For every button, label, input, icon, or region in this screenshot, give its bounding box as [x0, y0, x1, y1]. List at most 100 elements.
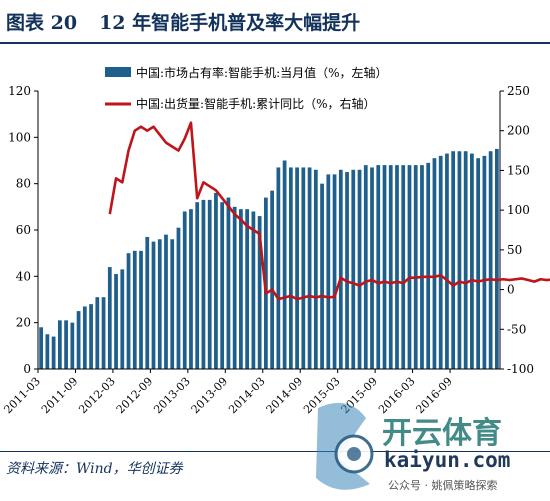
bar	[151, 241, 156, 369]
y-right-tick-label: -100	[507, 362, 534, 376]
bar	[413, 165, 418, 369]
bar	[251, 211, 256, 369]
bar	[382, 165, 387, 369]
bar	[214, 192, 218, 369]
bar	[45, 334, 50, 369]
watermark-account: 公众号 · 姚佩策略探索	[388, 479, 498, 492]
bar	[126, 253, 131, 369]
bar-series	[39, 148, 499, 369]
bar	[207, 199, 212, 369]
bar	[295, 167, 299, 369]
bar	[57, 320, 62, 369]
watermark-logo	[316, 402, 374, 490]
bar	[476, 158, 481, 369]
page-title: 图表 20 12 年智能手机普及率大幅提升	[6, 8, 360, 35]
bar	[51, 336, 56, 369]
bar	[426, 162, 431, 369]
bar	[438, 155, 443, 369]
watermark-url: kaiyun.com	[384, 448, 511, 472]
y-left-tick-label: 60	[16, 223, 31, 237]
bar	[95, 297, 100, 369]
y-right-tick-label: 150	[507, 163, 530, 177]
figure-number: 图表 20	[6, 12, 78, 34]
bar	[363, 165, 368, 369]
bar	[457, 151, 462, 369]
bar	[276, 167, 281, 369]
bar	[170, 239, 175, 369]
bar	[420, 165, 424, 369]
bar	[432, 158, 437, 369]
y-right-tick-label: -50	[507, 322, 526, 336]
bar	[376, 165, 381, 369]
bar	[451, 151, 456, 369]
bar	[39, 327, 43, 369]
legend: 中国:市场占有率:智能手机:当月值（%，左轴） 中国:出货量:智能手机:累计同比（…	[105, 65, 388, 111]
bar	[64, 320, 68, 369]
bar	[357, 169, 362, 369]
bar	[326, 174, 331, 369]
y-right-tick-label: 0	[507, 283, 515, 297]
x-tick-label: 2012-03	[76, 375, 118, 417]
bar	[182, 211, 187, 369]
bar	[70, 322, 75, 369]
bar	[139, 250, 143, 369]
bar	[338, 169, 343, 369]
bar	[488, 151, 493, 369]
bar	[407, 165, 412, 369]
bar	[463, 151, 468, 369]
bar	[257, 216, 262, 369]
bar	[313, 169, 318, 369]
x-tick-label: 2012-09	[114, 375, 156, 417]
y-left-tick-label: 0	[23, 362, 31, 376]
y-left-tick-label: 120	[8, 84, 31, 98]
legend-label-bar: 中国:市场占有率:智能手机:当月值（%，左轴）	[136, 65, 388, 80]
chart: 中国:市场占有率:智能手机:当月值（%，左轴） 中国:出货量:智能手机:累计同比（…	[1, 65, 550, 417]
bar	[482, 155, 487, 369]
x-tick-label: 2013-09	[189, 375, 231, 417]
bar	[164, 234, 168, 369]
bar	[320, 183, 324, 369]
bar	[201, 199, 206, 369]
x-tick-label: 2014-09	[264, 375, 306, 417]
bar	[332, 174, 337, 369]
bar	[120, 269, 125, 369]
bar	[495, 148, 499, 369]
bar	[282, 160, 287, 369]
bar	[107, 267, 112, 369]
x-tick-label: 2013-03	[151, 375, 193, 417]
bar	[76, 311, 81, 369]
bar	[157, 239, 162, 369]
figure-title: 12 年智能手机普及率大幅提升	[99, 12, 361, 34]
legend-label-line: 中国:出货量:智能手机:累计同比（%，右轴）	[136, 96, 376, 111]
y-right-tick-label: 100	[507, 203, 530, 217]
bar	[232, 206, 237, 369]
bar	[114, 274, 118, 369]
watermark-brand: 开云体育	[382, 416, 502, 451]
bar	[145, 236, 150, 369]
bar	[345, 172, 349, 369]
bar	[445, 153, 449, 369]
x-tick-label: 2011-09	[39, 375, 81, 417]
bar	[351, 169, 356, 369]
footer-rule	[0, 451, 550, 452]
title-bar: 图表 20 12 年智能手机普及率大幅提升	[0, 0, 550, 44]
bar	[470, 153, 474, 369]
y-right-tick-label: 200	[507, 124, 530, 138]
title-rule	[0, 42, 550, 44]
legend-swatch-bar	[105, 67, 131, 77]
bar	[270, 190, 274, 369]
bar	[89, 304, 93, 369]
source-note: 资料来源：Wind，华创证券	[6, 461, 183, 477]
bar	[401, 165, 406, 369]
bar	[288, 167, 293, 369]
y-left-tick-label: 20	[16, 316, 31, 330]
line-series	[108, 121, 550, 301]
x-tick-label: 2014-03	[226, 375, 268, 417]
y-right-tick-label: 50	[507, 243, 522, 257]
y-right-tick-label: 250	[507, 84, 530, 98]
bar	[220, 202, 225, 369]
bar	[395, 165, 399, 369]
y-left-tick-label: 80	[16, 177, 31, 191]
bar	[132, 250, 137, 369]
bar	[239, 209, 243, 369]
